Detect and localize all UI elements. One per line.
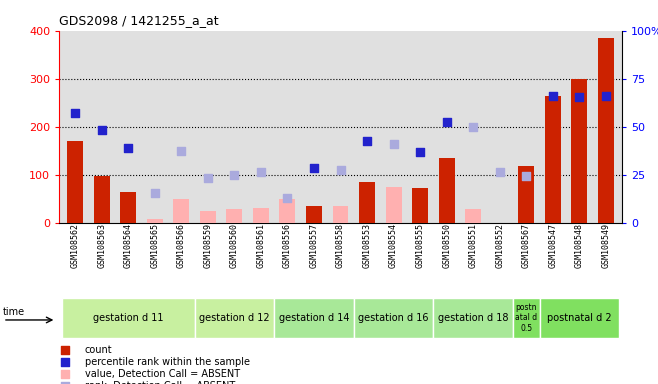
Text: GSM108556: GSM108556 bbox=[283, 223, 292, 268]
Bar bbox=[274, 298, 354, 338]
Text: GSM108560: GSM108560 bbox=[230, 223, 239, 268]
Bar bbox=[465, 209, 481, 223]
Text: count: count bbox=[84, 345, 112, 355]
Point bbox=[123, 145, 134, 151]
Text: GSM108552: GSM108552 bbox=[495, 223, 504, 268]
Text: GDS2098 / 1421255_a_at: GDS2098 / 1421255_a_at bbox=[59, 14, 219, 27]
Bar bbox=[386, 187, 401, 223]
Text: GSM108567: GSM108567 bbox=[522, 223, 531, 268]
Bar bbox=[439, 158, 455, 223]
Text: GSM108562: GSM108562 bbox=[70, 223, 80, 268]
Bar bbox=[434, 298, 513, 338]
Text: gestation d 18: gestation d 18 bbox=[438, 313, 509, 323]
Point bbox=[282, 195, 293, 201]
Bar bbox=[359, 182, 375, 223]
Text: time: time bbox=[3, 308, 25, 318]
Point bbox=[176, 148, 187, 154]
Point bbox=[256, 169, 266, 175]
Text: GSM108557: GSM108557 bbox=[309, 223, 318, 268]
Text: postnatal d 2: postnatal d 2 bbox=[547, 313, 612, 323]
Text: GSM108548: GSM108548 bbox=[575, 223, 584, 268]
Point bbox=[547, 93, 558, 99]
Bar bbox=[120, 192, 136, 223]
Bar bbox=[147, 219, 163, 223]
Bar bbox=[513, 298, 540, 338]
Point bbox=[601, 93, 611, 99]
Bar bbox=[93, 176, 110, 223]
Text: GSM108561: GSM108561 bbox=[257, 223, 265, 268]
Text: rank, Detection Call = ABSENT: rank, Detection Call = ABSENT bbox=[84, 381, 235, 384]
Bar bbox=[598, 38, 614, 223]
Point bbox=[70, 110, 80, 116]
Point bbox=[521, 173, 532, 179]
Text: GSM108554: GSM108554 bbox=[389, 223, 398, 268]
Point bbox=[494, 169, 505, 175]
Point bbox=[309, 166, 319, 172]
Text: GSM108555: GSM108555 bbox=[416, 223, 424, 268]
Point bbox=[149, 190, 160, 196]
Point bbox=[60, 359, 70, 365]
Point bbox=[468, 124, 478, 130]
Text: GSM108553: GSM108553 bbox=[363, 223, 372, 268]
Point bbox=[442, 119, 452, 125]
Bar bbox=[540, 298, 619, 338]
Point bbox=[229, 172, 240, 178]
Bar bbox=[173, 199, 190, 223]
Point bbox=[574, 94, 584, 100]
Bar bbox=[62, 298, 195, 338]
Bar bbox=[253, 208, 269, 223]
Point bbox=[60, 383, 70, 384]
Text: GSM108563: GSM108563 bbox=[97, 223, 106, 268]
Bar bbox=[571, 79, 588, 223]
Text: GSM108564: GSM108564 bbox=[124, 223, 133, 268]
Bar bbox=[200, 211, 216, 223]
Bar bbox=[412, 188, 428, 223]
Bar bbox=[519, 166, 534, 223]
Bar bbox=[67, 141, 83, 223]
Point bbox=[60, 371, 70, 377]
Bar bbox=[280, 199, 295, 223]
Bar bbox=[354, 298, 434, 338]
Text: gestation d 12: gestation d 12 bbox=[199, 313, 270, 323]
Text: GSM108558: GSM108558 bbox=[336, 223, 345, 268]
Point bbox=[60, 347, 70, 353]
Point bbox=[97, 127, 107, 133]
Point bbox=[388, 141, 399, 147]
Text: gestation d 11: gestation d 11 bbox=[93, 313, 163, 323]
Bar bbox=[226, 209, 242, 223]
Text: value, Detection Call = ABSENT: value, Detection Call = ABSENT bbox=[84, 369, 240, 379]
Text: GSM108565: GSM108565 bbox=[150, 223, 159, 268]
Point bbox=[415, 149, 425, 155]
Text: gestation d 16: gestation d 16 bbox=[359, 313, 429, 323]
Point bbox=[203, 175, 213, 181]
Text: gestation d 14: gestation d 14 bbox=[279, 313, 349, 323]
Bar bbox=[195, 298, 274, 338]
Text: GSM108547: GSM108547 bbox=[548, 223, 557, 268]
Text: GSM108551: GSM108551 bbox=[468, 223, 478, 268]
Bar bbox=[306, 206, 322, 223]
Text: postn
atal d
0.5: postn atal d 0.5 bbox=[515, 303, 538, 333]
Point bbox=[335, 167, 345, 173]
Bar bbox=[545, 96, 561, 223]
Text: GSM108550: GSM108550 bbox=[442, 223, 451, 268]
Text: GSM108559: GSM108559 bbox=[203, 223, 213, 268]
Text: percentile rank within the sample: percentile rank within the sample bbox=[84, 357, 249, 367]
Bar bbox=[332, 206, 349, 223]
Text: GSM108566: GSM108566 bbox=[177, 223, 186, 268]
Text: GSM108549: GSM108549 bbox=[601, 223, 611, 268]
Point bbox=[362, 138, 372, 144]
